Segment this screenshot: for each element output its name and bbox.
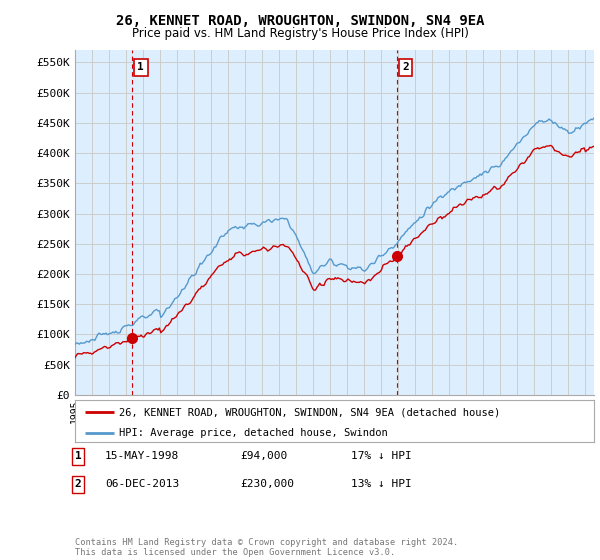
Text: £94,000: £94,000 <box>240 451 287 461</box>
Text: 06-DEC-2013: 06-DEC-2013 <box>105 479 179 489</box>
Text: 13% ↓ HPI: 13% ↓ HPI <box>351 479 412 489</box>
Text: 2: 2 <box>402 63 409 72</box>
Text: Price paid vs. HM Land Registry's House Price Index (HPI): Price paid vs. HM Land Registry's House … <box>131 27 469 40</box>
Text: £230,000: £230,000 <box>240 479 294 489</box>
Text: 26, KENNET ROAD, WROUGHTON, SWINDON, SN4 9EA (detached house): 26, KENNET ROAD, WROUGHTON, SWINDON, SN4… <box>119 407 500 417</box>
Text: HPI: Average price, detached house, Swindon: HPI: Average price, detached house, Swin… <box>119 428 388 438</box>
Text: 15-MAY-1998: 15-MAY-1998 <box>105 451 179 461</box>
Text: 1: 1 <box>137 63 144 72</box>
Text: 2: 2 <box>74 479 82 489</box>
Text: 26, KENNET ROAD, WROUGHTON, SWINDON, SN4 9EA: 26, KENNET ROAD, WROUGHTON, SWINDON, SN4… <box>116 14 484 28</box>
Text: Contains HM Land Registry data © Crown copyright and database right 2024.
This d: Contains HM Land Registry data © Crown c… <box>75 538 458 557</box>
Text: 1: 1 <box>74 451 82 461</box>
Text: 17% ↓ HPI: 17% ↓ HPI <box>351 451 412 461</box>
